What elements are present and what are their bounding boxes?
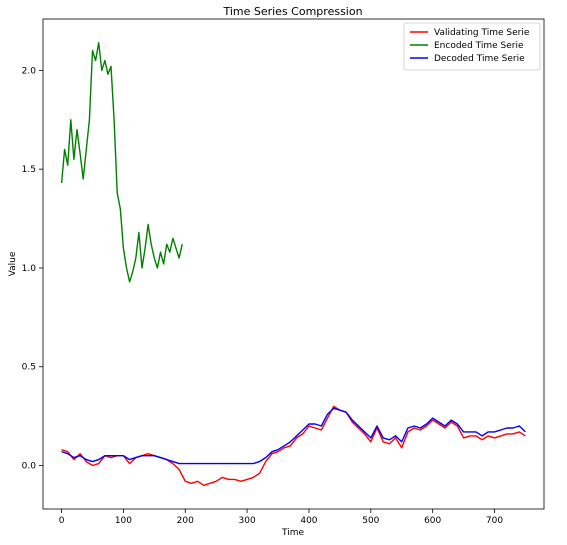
x-tick-label: 0	[59, 516, 65, 526]
y-tick-label: 1.5	[22, 165, 36, 175]
x-tick-label: 700	[486, 516, 503, 526]
legend-label: Validating Time Serie	[434, 28, 530, 38]
x-tick-label: 500	[362, 516, 379, 526]
x-axis: 0 100 200 300 400 500 600 700	[59, 509, 503, 526]
y-tick-label: 0.0	[22, 462, 37, 472]
legend-label: Decoded Time Serie	[434, 54, 525, 64]
series-line-encoded-time-serie	[60, 42, 183, 283]
legend: Validating Time Serie Encoded Time Serie D…	[403, 22, 541, 71]
x-tick-label: 600	[424, 516, 441, 526]
x-tick-label: 300	[239, 516, 256, 526]
plot-area	[60, 42, 526, 486]
y-tick-label: 2.0	[22, 66, 37, 76]
y-tick-label: 0.5	[22, 363, 36, 373]
legend-label: Encoded Time Serie	[434, 41, 524, 51]
series-line-decoded-time-serie	[61, 407, 526, 465]
x-tick-label: 200	[177, 516, 194, 526]
y-axis-label: Value	[8, 251, 18, 276]
legend-box	[403, 22, 541, 71]
plot-frame	[42, 18, 545, 510]
x-tick-label: 100	[115, 516, 132, 526]
y-axis: 0.0 0.5 1.0 1.5 2.0	[22, 66, 43, 472]
x-axis-label: Time	[281, 528, 304, 538]
y-tick-label: 1.0	[22, 264, 37, 274]
chart-title: Time Series Compression	[222, 5, 362, 18]
x-tick-label: 400	[300, 516, 317, 526]
